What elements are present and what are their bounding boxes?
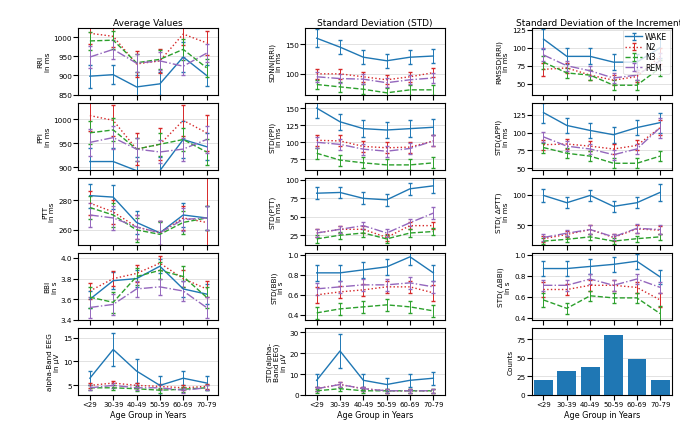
Y-axis label: STD(BBI)
in s: STD(BBI) in s [271,271,284,303]
Y-axis label: PTT
in ms: PTT in ms [42,202,55,222]
Y-axis label: SDNN(RRI)
in ms: SDNN(RRI) in ms [269,42,282,81]
Y-axis label: RRI
in ms: RRI in ms [37,52,51,72]
Y-axis label: STD(ΔPPI)
in ms: STD(ΔPPI) in ms [496,119,509,155]
Y-axis label: STD(alpha-
Band EEG)
in μV: STD(alpha- Band EEG) in μV [266,342,287,381]
Y-axis label: BBI
in s: BBI in s [45,280,58,293]
Title: Standard Deviation of the Increments: Standard Deviation of the Increments [516,19,680,28]
Y-axis label: STD( ΔBBI)
in s: STD( ΔBBI) in s [498,267,511,307]
Bar [581,367,600,395]
X-axis label: Age Group in Years: Age Group in Years [110,410,186,419]
Title: Average Values: Average Values [114,19,183,28]
Bar [558,371,576,395]
Y-axis label: PPI
in ms: PPI in ms [37,127,51,147]
X-axis label: Age Group in Years: Age Group in Years [337,410,413,419]
Y-axis label: Counts: Counts [507,349,513,374]
Bar [651,380,670,395]
Y-axis label: STD(PPI)
in ms: STD(PPI) in ms [269,121,282,152]
Legend: WAKE, N2, N3, REM: WAKE, N2, N3, REM [623,31,670,74]
Y-axis label: RMSSD(RRI)
in ms: RMSSD(RRI) in ms [496,40,509,84]
Bar [628,360,646,395]
Bar [604,336,623,395]
Y-axis label: STD(PTT)
in ms: STD(PTT) in ms [269,195,282,228]
Y-axis label: STD( ΔPTT)
in ms: STD( ΔPTT) in ms [496,191,509,232]
Bar [534,380,553,395]
X-axis label: Age Group in Years: Age Group in Years [564,410,640,419]
Y-axis label: alpha-Band EEG
in μV: alpha-Band EEG in μV [47,333,60,391]
Title: Standard Deviation (STD): Standard Deviation (STD) [318,19,432,28]
